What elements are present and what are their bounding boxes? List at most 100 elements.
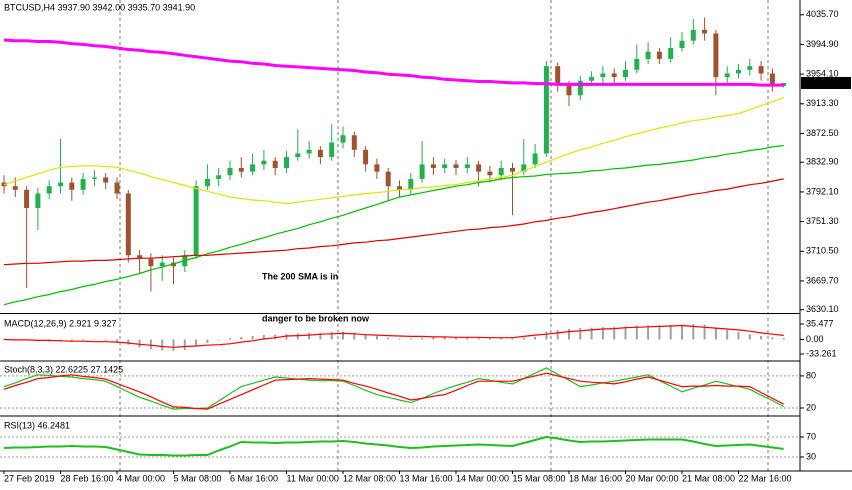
macd-bar: [375, 335, 378, 340]
candle-body: [24, 189, 30, 208]
x-tick-label: 22 Mar 16:00: [739, 473, 792, 483]
candle-body: [284, 157, 289, 168]
candle-body: [430, 164, 436, 168]
candle-body: [419, 164, 425, 179]
candle-body: [702, 29, 708, 34]
macd-bar: [149, 339, 152, 350]
last-price-box: [801, 76, 851, 89]
candle-body: [340, 135, 346, 143]
macd-bar: [579, 328, 582, 340]
candle-body: [12, 186, 18, 190]
candle-body: [58, 182, 63, 187]
candle-body: [46, 186, 52, 194]
macd-bar: [443, 337, 446, 340]
candle-body: [317, 149, 323, 158]
indicator-line: [3, 96, 784, 205]
candle-body: [747, 66, 753, 70]
y-tick-label: 0.00: [806, 334, 824, 344]
panel-title: RSI(13) 46.2481: [4, 420, 70, 430]
candle-body: [724, 73, 730, 78]
x-tick-label: 4 Mar 00:00: [117, 473, 165, 483]
y-tick-label: 3710.50: [806, 246, 839, 256]
x-tick-label: 12 Mar 08:00: [343, 473, 396, 483]
indicator-line: [3, 367, 784, 410]
candle-body: [351, 135, 357, 150]
y-tick-label: 3954.10: [806, 68, 839, 78]
macd-bar: [692, 324, 695, 340]
macd-bar: [296, 333, 299, 340]
macd-bar: [748, 334, 751, 340]
macd-bar: [658, 325, 661, 340]
candle-body: [487, 171, 493, 176]
candle-body: [476, 164, 482, 172]
candle-body: [295, 153, 301, 158]
candle-body: [137, 255, 143, 259]
candle-body: [577, 80, 583, 96]
candle-body: [272, 160, 278, 168]
macd-bar: [104, 339, 107, 341]
macd-bar: [421, 337, 424, 340]
macd-bar: [274, 334, 277, 340]
candle-body: [442, 164, 448, 168]
macd-bar: [760, 335, 763, 340]
x-tick-label: 6 Mar 16:00: [230, 473, 278, 483]
candle-body: [510, 168, 515, 172]
x-tick-label: 21 Mar 08:00: [682, 473, 735, 483]
macd-bar: [500, 338, 503, 340]
macd-bar: [432, 337, 435, 340]
macd-bar: [681, 324, 683, 340]
y-tick-label: 3913.30: [806, 98, 839, 108]
candle-body: [543, 66, 549, 154]
candle-body: [453, 164, 459, 168]
macd-bar: [726, 329, 729, 340]
y-tick-label: 3994.90: [806, 39, 839, 49]
candle-body: [306, 149, 312, 154]
y-tick-label: 4035.70: [806, 9, 839, 19]
panel-title: BTCUSD,H4 3937.90 3942.00 3935.70 3941.9…: [4, 2, 195, 12]
candle-body: [363, 149, 369, 165]
candle-body: [261, 160, 267, 165]
candle-body: [91, 177, 97, 179]
candle-body: [159, 262, 165, 267]
candle-body: [713, 33, 719, 78]
y-tick-label: 35.477: [806, 318, 834, 328]
last-price-label: 3941.90: [804, 77, 837, 87]
macd-bar: [556, 329, 559, 340]
macd-bar: [590, 327, 593, 340]
macd-bar: [229, 338, 231, 340]
candle-body: [589, 77, 595, 81]
candle-body: [385, 171, 391, 187]
macd-bar: [3, 338, 5, 340]
macd-bar: [409, 338, 412, 340]
candle-body: [103, 177, 109, 183]
x-tick-label: 11 Mar 00:00: [287, 473, 339, 483]
candle-body: [758, 66, 764, 74]
candle-body: [645, 51, 651, 59]
macd-bar: [488, 338, 491, 340]
macd-bar: [127, 339, 130, 345]
macd-bar: [455, 337, 457, 340]
plots: [0, 17, 800, 458]
candle-body: [250, 164, 256, 172]
candle-body: [69, 182, 75, 190]
macd-bar: [522, 337, 525, 340]
candle-body: [679, 40, 685, 48]
macd-bar: [116, 339, 118, 342]
y-tick-label: 3669.70: [806, 275, 839, 285]
x-tick-label: 27 Feb 2019: [4, 473, 55, 483]
macd-bar: [353, 332, 356, 340]
macd-bar: [398, 338, 401, 340]
candle-body: [238, 168, 244, 172]
macd-bar: [251, 335, 254, 340]
macd-bar: [613, 326, 616, 340]
macd-bar: [601, 327, 604, 340]
macd-bar: [714, 328, 717, 340]
macd-bar: [534, 336, 537, 340]
y-tick-label: 30: [806, 451, 816, 461]
y-tick-label: 3751.30: [806, 216, 839, 226]
y-tick-label: 3630.10: [806, 304, 839, 314]
candle-body: [555, 66, 561, 85]
y-tick-label: 80: [806, 370, 816, 380]
y-tick-label: 70: [806, 431, 816, 441]
macd-bar: [285, 334, 288, 340]
